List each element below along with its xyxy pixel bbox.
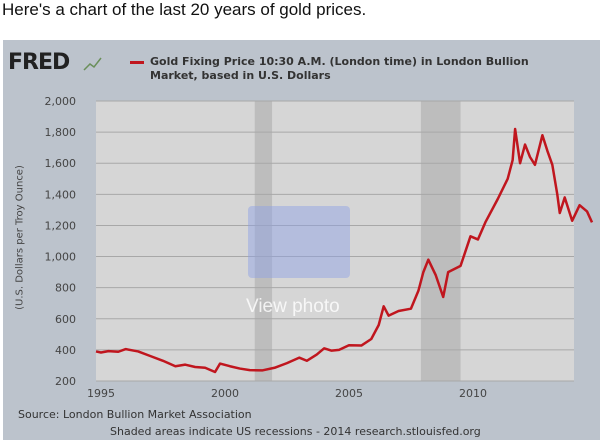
- y-tick-label: 400: [55, 344, 76, 357]
- legend-swatch: [130, 60, 144, 64]
- legend-line2: Market, based in U.S. Dollars: [150, 69, 331, 82]
- recession-band: [420, 101, 461, 381]
- view-photo-overlay[interactable]: [248, 206, 350, 278]
- x-tick-label: 2000: [211, 387, 239, 400]
- fred-logo-graph-icon: [83, 57, 102, 71]
- legend: Gold Fixing Price 10:30 A.M. (London tim…: [130, 55, 529, 83]
- y-axis-label: (U.S. Dollars per Troy Ounce): [14, 165, 26, 310]
- recession-band: [254, 101, 273, 381]
- source-note: Source: London Bullion Market Associatio…: [18, 408, 252, 421]
- series-line-gold: [95, 127, 594, 374]
- y-tick-label: 1,200: [45, 219, 77, 232]
- y-tick-label: 1,400: [45, 188, 77, 201]
- y-tick-label: 1,600: [45, 157, 77, 170]
- y-tick-label: 600: [55, 313, 76, 326]
- fred-logo: FRED: [8, 50, 70, 75]
- recession-note: Shaded areas indicate US recessions - 20…: [110, 425, 481, 438]
- y-tick-label: 800: [55, 282, 76, 295]
- y-tick-label: 1,000: [45, 251, 77, 264]
- y-tick-label: 1,800: [45, 126, 77, 139]
- x-tick-label: 2005: [335, 387, 363, 400]
- legend-line1: Gold Fixing Price 10:30 A.M. (London tim…: [150, 55, 529, 68]
- y-tick-label: 200: [55, 375, 76, 388]
- plot-area: [96, 101, 574, 381]
- x-tick-label: 2010: [459, 387, 487, 400]
- intro-text: Here's a chart of the last 20 years of g…: [2, 0, 367, 19]
- x-tick-label: 1995: [87, 387, 115, 400]
- y-tick-label: 2,000: [45, 95, 77, 108]
- view-photo-label[interactable]: View photo: [246, 296, 340, 317]
